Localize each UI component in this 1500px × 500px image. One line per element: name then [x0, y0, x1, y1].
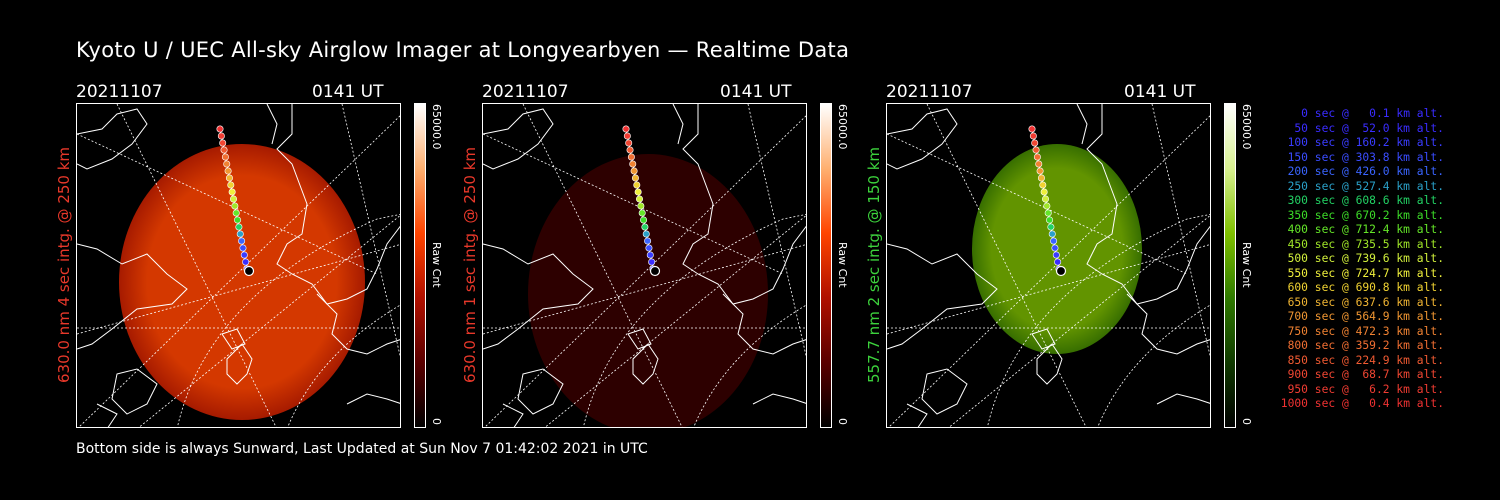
trajectory — [622, 125, 661, 277]
legend-entry: 100 sec @ 160.2 km alt. — [1287, 136, 1444, 149]
panel-1-colorbar-label: Raw Cnt — [430, 242, 443, 288]
page-title: Kyoto U / UEC All-sky Airglow Imager at … — [76, 38, 850, 62]
map-grid — [77, 104, 400, 427]
panel-2-image — [482, 103, 807, 428]
legend-entry: 750 sec @ 472.3 km alt. — [1287, 324, 1444, 338]
legend-entry: 950 sec @ 6.2 km alt. — [1287, 382, 1444, 396]
panel-2-colorbar-min: 0 — [836, 418, 849, 425]
panel-2-date: 20211107 — [482, 82, 569, 102]
panel-1-image — [76, 103, 401, 428]
panel-3-time: 0141 UT — [1124, 82, 1196, 102]
panel-3-ylabel: 557.7 nm 2 sec intg. @ 150 km — [865, 146, 883, 384]
panel-3-colorbar — [1224, 103, 1236, 428]
legend-entry: 1000 sec @ 0.4 km alt. — [1280, 397, 1444, 410]
legend-entry: 250 sec @ 527.4 km alt. — [1287, 179, 1444, 193]
legend-entry: 350 sec @ 670.2 km alt. — [1287, 208, 1444, 222]
legend-entry: 450 sec @ 735.5 km alt. — [1287, 237, 1444, 251]
legend-entry: 900 sec @ 68.7 km alt. — [1287, 368, 1444, 381]
panel-2-time: 0141 UT — [720, 82, 792, 102]
legend-entry: 0 sec @ 0.1 km alt. — [1301, 107, 1444, 120]
legend-entry: 700 sec @ 564.9 km alt. — [1287, 310, 1444, 323]
panel-1-date: 20211107 — [76, 82, 163, 102]
airglow-image — [528, 154, 768, 427]
legend-entry: 600 sec @ 690.8 km alt. — [1287, 281, 1444, 294]
panel-svg — [887, 104, 1210, 427]
panel-3-colorbar-max: 65000.0 — [1240, 104, 1253, 150]
panel-1-colorbar-min: 0 — [430, 418, 443, 425]
panel-1-ylabel: 630.0 nm 4 sec intg. @ 250 km — [55, 146, 73, 384]
panel-svg — [77, 104, 400, 427]
panel-svg — [483, 104, 806, 427]
panel-3-image — [886, 103, 1211, 428]
panel-1-colorbar — [414, 103, 426, 428]
trajectory — [1028, 125, 1067, 277]
legend-entry: 300 sec @ 608.6 km alt. — [1287, 194, 1444, 207]
coastlines — [77, 104, 400, 427]
legend-entry: 200 sec @ 426.0 km alt. — [1287, 165, 1444, 178]
legend-entry: 500 sec @ 739.6 km alt. — [1287, 252, 1444, 265]
legend-entry: 850 sec @ 224.9 km alt. — [1287, 353, 1444, 367]
legend-entry: 800 sec @ 359.2 km alt. — [1287, 339, 1444, 352]
trajectory — [216, 125, 255, 277]
coastlines — [483, 104, 806, 427]
legend-entry: 400 sec @ 712.4 km alt. — [1287, 223, 1444, 236]
legend-entry: 650 sec @ 637.6 km alt. — [1287, 295, 1444, 309]
panel-2-colorbar-max: 65000.0 — [836, 104, 849, 150]
panel-1-time: 0141 UT — [312, 82, 384, 102]
legend-entry: 50 sec @ 52.0 km alt. — [1294, 121, 1444, 135]
coastlines — [887, 104, 1210, 427]
map-grid — [483, 104, 806, 427]
panel-2-ylabel: 630.0 nm 1 sec intg. @ 250 km — [461, 146, 479, 384]
panel-3-colorbar-min: 0 — [1240, 418, 1253, 425]
panel-1-colorbar-max: 65000.0 — [430, 104, 443, 150]
panel-2-colorbar-label: Raw Cnt — [836, 242, 849, 288]
footer-note: Bottom side is always Sunward, Last Upda… — [76, 441, 648, 457]
panel-3-date: 20211107 — [886, 82, 973, 102]
panel-2-colorbar — [820, 103, 832, 428]
panel-3-colorbar-label: Raw Cnt — [1240, 242, 1253, 288]
airglow-image — [119, 144, 365, 420]
trajectory-legend: 0 sec @ 0.1 km alt. 50 sec @ 52.0 km alt.… — [1262, 107, 1444, 412]
map-grid — [887, 104, 1210, 427]
legend-entry: 550 sec @ 724.7 km alt. — [1287, 266, 1444, 280]
legend-entry: 150 sec @ 303.8 km alt. — [1287, 150, 1444, 164]
